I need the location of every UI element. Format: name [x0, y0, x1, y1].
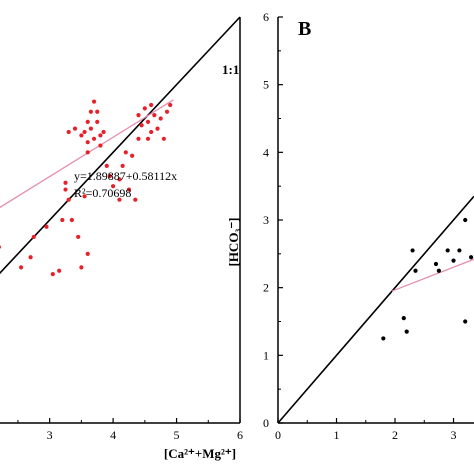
data-point-a	[155, 126, 160, 131]
data-point-a	[79, 133, 84, 138]
data-point-a	[161, 136, 166, 141]
data-point-a	[0, 245, 1, 249]
x-tick-label-a: 6	[237, 428, 243, 442]
x-tick-label-b: 3	[451, 428, 457, 442]
data-point-a	[126, 187, 132, 192]
data-point-b	[457, 248, 462, 253]
y-tick-label-b: 5	[263, 78, 269, 92]
data-point-a	[104, 163, 109, 168]
data-point-a	[19, 265, 24, 270]
y-tick-label-b: 6	[263, 10, 269, 24]
panel-a: 234561:1y=1.89887+0.58112xR²=0.70698[Ca²…	[0, 16, 243, 461]
x-tick-label-b: 1	[334, 428, 340, 442]
data-point-a	[145, 119, 151, 124]
y-axis-label-b: [HCO₃⁻]	[226, 217, 241, 266]
data-point-a	[149, 102, 154, 108]
data-point-a	[85, 150, 90, 155]
fit-equation: y=1.89887+0.58112x	[74, 169, 177, 183]
data-point-a	[44, 224, 49, 229]
data-point-a	[76, 234, 81, 240]
data-point-a	[28, 255, 33, 260]
panel-b: 0 1 2 3 4 5 6 0 1 2 3 B [HCO₃⁻]	[226, 10, 474, 442]
data-point-a	[98, 143, 103, 148]
data-point-a	[31, 234, 36, 240]
reference-line-b	[277, 195, 474, 424]
data-point-a	[88, 109, 93, 114]
x-tick-label-a: 3	[47, 428, 53, 442]
data-point-a	[50, 272, 55, 277]
data-point-a	[82, 194, 87, 199]
data-point-a	[79, 265, 84, 270]
data-point-a	[123, 150, 128, 155]
fit-line-a	[0, 99, 174, 209]
data-point-b	[445, 248, 450, 253]
data-point-a	[88, 126, 93, 131]
data-point-a	[117, 177, 122, 182]
data-point-b	[381, 336, 386, 341]
data-point-a	[95, 119, 100, 124]
data-point-b	[468, 255, 474, 260]
data-point-b	[463, 319, 468, 324]
data-point-a	[63, 187, 68, 192]
y-tick-label-b: 4	[263, 145, 269, 159]
data-point-a	[152, 113, 157, 118]
data-point-a	[91, 99, 97, 104]
data-point-b	[404, 329, 409, 334]
data-point-a	[130, 153, 135, 158]
data-point-a	[95, 109, 100, 114]
data-point-a	[120, 163, 125, 168]
x-axis-label-a: [Ca²⁺+Mg²⁺]	[164, 446, 236, 461]
data-point-a	[142, 106, 147, 111]
data-point-a	[111, 184, 116, 189]
data-point-a	[164, 109, 170, 114]
data-point-b	[451, 258, 456, 263]
data-point-b	[413, 268, 418, 273]
x-tick-label-b: 0	[275, 428, 281, 442]
data-point-a	[136, 113, 141, 118]
data-point-a	[107, 173, 113, 179]
data-point-a	[85, 140, 90, 145]
data-point-b	[436, 268, 441, 273]
data-point-a	[158, 116, 163, 121]
data-point-b	[433, 261, 439, 267]
data-point-a	[149, 129, 154, 135]
data-point-a	[63, 180, 68, 185]
data-point-a	[133, 197, 138, 202]
data-point-a	[136, 136, 141, 141]
data-point-a	[168, 102, 173, 108]
x-tick-label-a: 4	[110, 428, 116, 442]
data-point-a	[85, 251, 90, 256]
data-point-a	[101, 129, 106, 135]
data-point-a	[91, 136, 97, 141]
data-point-a	[72, 126, 78, 131]
data-point-a	[66, 197, 71, 202]
data-point-a	[117, 197, 122, 202]
data-point-a	[60, 217, 65, 223]
data-point-a	[66, 129, 71, 135]
data-point-a	[82, 129, 87, 135]
x-tick-label-b: 2	[392, 428, 398, 442]
data-point-a	[69, 217, 74, 223]
data-point-a	[85, 119, 90, 124]
y-tick-label-b: 2	[263, 281, 269, 295]
x-tick-label-a: 5	[174, 428, 180, 442]
y-tick-label-b: 0	[263, 416, 269, 430]
ratio-label: 1:1	[222, 62, 239, 77]
data-point-b	[410, 248, 415, 253]
panel-label-b: B	[298, 18, 311, 40]
fit-line-b	[391, 258, 474, 292]
data-point-b	[463, 217, 468, 223]
reference-line-1-1	[0, 16, 241, 275]
y-tick-label-b: 1	[263, 348, 269, 362]
data-point-b	[401, 316, 406, 321]
data-point-a	[98, 133, 103, 138]
y-tick-label-b: 3	[263, 213, 269, 227]
r-squared: R²=0.70698	[74, 186, 131, 200]
data-point-a	[139, 123, 144, 128]
data-point-a	[145, 136, 151, 141]
data-point-a	[57, 268, 62, 273]
